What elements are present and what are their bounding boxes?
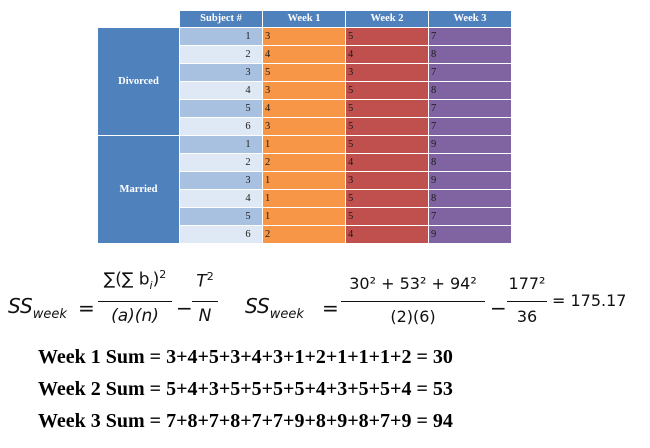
group-label: Married bbox=[97, 135, 180, 244]
week-2-cell: 5 bbox=[345, 117, 429, 136]
week-3-cell: 9 bbox=[428, 225, 512, 244]
week-1-cell: 1 bbox=[262, 207, 346, 226]
week-2-cell: 5 bbox=[345, 189, 429, 208]
header-corner bbox=[97, 10, 180, 28]
week-3-cell: 7 bbox=[428, 207, 512, 226]
header-week-2: Week 2 bbox=[345, 10, 429, 28]
week-3-cell: 8 bbox=[428, 81, 512, 100]
week-1-cell: 3 bbox=[262, 27, 346, 46]
formula-numeric-minus: − bbox=[490, 296, 507, 320]
week-3-sum: Week 3 Sum = 7+8+7+8+7+7+9+8+9+8+7+9 = 9… bbox=[38, 410, 453, 432]
subject-cell: 5 bbox=[179, 99, 263, 118]
subject-cell: 1 bbox=[179, 135, 263, 154]
week-1-cell: 5 bbox=[262, 63, 346, 82]
week-3-cell: 7 bbox=[428, 63, 512, 82]
week-3-cell: 9 bbox=[428, 135, 512, 154]
week-1-cell: 3 bbox=[262, 117, 346, 136]
formula-numeric-denominator: (2)(6) bbox=[390, 307, 436, 326]
formula-general-t-squared: T2 bbox=[196, 270, 214, 292]
header-week-1: Week 1 bbox=[262, 10, 346, 28]
group-label: Divorced bbox=[97, 27, 180, 136]
week-1-cell: 1 bbox=[262, 189, 346, 208]
week-3-cell: 9 bbox=[428, 171, 512, 190]
formula-numeric-lhs: SSweek bbox=[245, 294, 304, 322]
week-3-cell: 8 bbox=[428, 189, 512, 208]
subject-cell: 3 bbox=[179, 63, 263, 82]
table-header-row: Subject # Week 1 Week 2 Week 3 bbox=[97, 10, 512, 28]
header-week-3: Week 3 bbox=[428, 10, 512, 28]
week-2-cell: 5 bbox=[345, 27, 429, 46]
week-2-cell: 5 bbox=[345, 135, 429, 154]
week-1-cell: 1 bbox=[262, 171, 346, 190]
formula-numeric-result: = 175.17 bbox=[552, 291, 627, 310]
table-row: Divorced 1 3 5 7 bbox=[97, 27, 512, 136]
week-3-cell: 7 bbox=[428, 27, 512, 46]
week-3-cell: 7 bbox=[428, 99, 512, 118]
formula-numeric-t-denominator: 36 bbox=[516, 307, 538, 326]
subject-cell: 4 bbox=[179, 81, 263, 100]
data-table: Subject # Week 1 Week 2 Week 3 Divorced 1… bbox=[97, 10, 512, 244]
table-row: Married 1 1 5 9 bbox=[97, 135, 512, 244]
formula-numeric-bar bbox=[341, 301, 485, 302]
week-1-sum: Week 1 Sum = 3+4+5+3+4+3+1+2+1+1+1+2 = 3… bbox=[38, 346, 453, 368]
week-2-sum: Week 2 Sum = 5+4+3+5+5+5+5+4+3+5+5+4 = 5… bbox=[38, 378, 453, 400]
formula-general-equals: = bbox=[78, 296, 95, 320]
subject-cell: 3 bbox=[179, 171, 263, 190]
subject-cell: 6 bbox=[179, 225, 263, 244]
week-2-cell: 4 bbox=[345, 45, 429, 64]
table-body: Divorced 1 3 5 7 2 4 4 8 3 5 3 7 4 3 5 8 5 4 5 7 6 3 5 7 Married 1… bbox=[97, 27, 512, 244]
subject-cell: 4 bbox=[179, 189, 263, 208]
formula-general-n: N bbox=[198, 306, 212, 326]
formula-numeric-equals: = bbox=[322, 296, 339, 320]
week-2-cell: 3 bbox=[345, 63, 429, 82]
week-2-cell: 5 bbox=[345, 207, 429, 226]
week-2-cell: 4 bbox=[345, 225, 429, 244]
header-subject: Subject # bbox=[179, 10, 263, 28]
week-1-cell: 1 bbox=[262, 135, 346, 154]
week-3-cell: 7 bbox=[428, 117, 512, 136]
formula-general-minus: − bbox=[176, 296, 193, 320]
week-2-cell: 5 bbox=[345, 99, 429, 118]
week-3-cell: 8 bbox=[428, 45, 512, 64]
subject-cell: 6 bbox=[179, 117, 263, 136]
week-1-cell: 2 bbox=[262, 225, 346, 244]
formula-general-denominator: (a)(n) bbox=[111, 306, 159, 326]
subject-cell: 2 bbox=[179, 45, 263, 64]
week-1-cell: 2 bbox=[262, 153, 346, 172]
formula-numeric-numerator: 30² + 53² + 94² bbox=[349, 274, 477, 293]
week-1-cell: 4 bbox=[262, 99, 346, 118]
formula-numeric-t-squared: 177² bbox=[508, 274, 546, 293]
week-3-cell: 8 bbox=[428, 153, 512, 172]
subject-cell: 1 bbox=[179, 27, 263, 46]
week-2-cell: 4 bbox=[345, 153, 429, 172]
formula-general-numerator: ∑(∑ bi)2 bbox=[103, 268, 167, 293]
formula-general-lhs: SSweek bbox=[8, 294, 67, 322]
formula-general-bar bbox=[98, 301, 172, 302]
week-1-cell: 4 bbox=[262, 45, 346, 64]
formula-general-t-bar bbox=[192, 301, 218, 302]
week-2-cell: 3 bbox=[345, 171, 429, 190]
subject-cell: 2 bbox=[179, 153, 263, 172]
formula-numeric-t-bar bbox=[507, 301, 547, 302]
subject-cell: 5 bbox=[179, 207, 263, 226]
week-1-cell: 3 bbox=[262, 81, 346, 100]
week-2-cell: 5 bbox=[345, 81, 429, 100]
